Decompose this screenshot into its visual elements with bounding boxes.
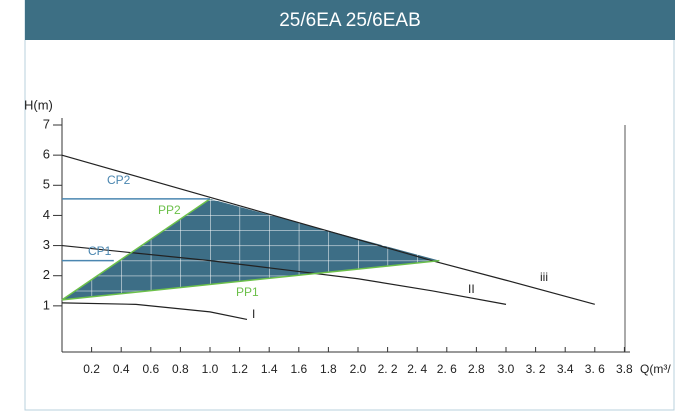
chart-title: 25/6EA 25/6EAB	[279, 10, 421, 31]
operating-area	[62, 198, 440, 300]
x-tick-label: 3. 2	[526, 362, 546, 376]
curve-label: CP2	[107, 173, 131, 187]
y-tick-label: 3	[43, 237, 50, 252]
x-tick-label: 2.0	[350, 362, 367, 376]
y-tick-label: 2	[43, 267, 50, 282]
curve-label: I	[252, 307, 255, 321]
x-tick-label: 0.2	[83, 362, 100, 376]
x-tick-label: 2. 4	[407, 362, 427, 376]
x-tick-label: 0.8	[172, 362, 189, 376]
x-tick-label: 3.4	[557, 362, 574, 376]
curve	[61, 154, 595, 305]
x-tick-label: 1.6	[290, 362, 307, 376]
curve	[61, 244, 507, 305]
y-tick-label: 5	[43, 177, 50, 192]
x-tick-label: 3.8	[616, 362, 633, 376]
curve-label: II	[468, 282, 475, 296]
x-tick-label: 2. 2	[378, 362, 398, 376]
x-tick-label: 0.4	[113, 362, 130, 376]
x-tick-label: 1.8	[320, 362, 337, 376]
x-tick-label: 3. 6	[585, 362, 605, 376]
curve	[61, 302, 248, 321]
x-tick-label: 1.4	[261, 362, 278, 376]
curve-label: PP1	[236, 285, 259, 299]
y-tick-label: 6	[43, 147, 50, 162]
curve-label: PP2	[158, 203, 181, 217]
y-axis-label: H(m)	[24, 97, 53, 112]
x-tick-label: 3.0	[498, 362, 515, 376]
y-tick-label: 1	[43, 297, 50, 312]
curve	[61, 259, 440, 301]
frame	[24, 0, 675, 411]
x-tick-label: 1.0	[202, 362, 219, 376]
curve-label: iii	[540, 270, 548, 284]
y-tick-label: 7	[43, 116, 50, 131]
curve	[61, 198, 211, 301]
header	[25, 0, 675, 40]
x-tick-label: 2. 6	[437, 362, 457, 376]
y-tick-label: 4	[43, 207, 50, 222]
x-tick-label: 1.2	[231, 362, 248, 376]
curve-label: CP1	[88, 244, 112, 258]
x-axis-label: Q(m³/	[640, 362, 671, 376]
x-tick-label: 2.8	[468, 362, 485, 376]
x-tick-label: 0.6	[142, 362, 159, 376]
